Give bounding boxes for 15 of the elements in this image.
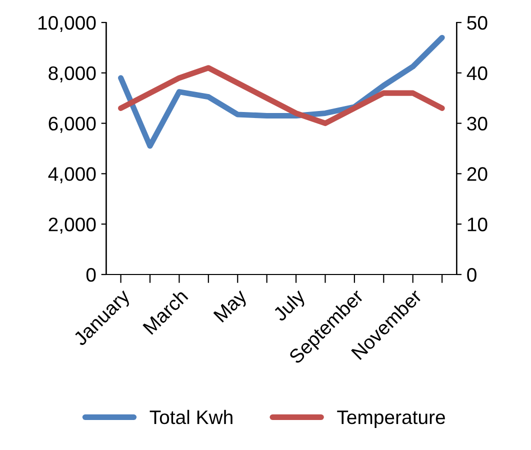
y-tick-label: 2,000 bbox=[48, 218, 96, 234]
y2-tick-label: 20 bbox=[467, 167, 488, 181]
y-tick-label: 4,000 bbox=[48, 167, 96, 184]
legend-label: Total Kwh bbox=[150, 410, 232, 424]
y-tick-label: 8,000 bbox=[48, 66, 96, 82]
y-tick-label: 10,000 bbox=[38, 16, 96, 32]
y2-tick-label: 30 bbox=[467, 116, 488, 131]
y2-tick-label: 10 bbox=[468, 218, 488, 232]
legend-label: Temperature bbox=[337, 410, 445, 428]
y-tick-label: 0 bbox=[86, 268, 96, 282]
y-tick-label: 6,000 bbox=[48, 116, 96, 133]
x-tick-label: May bbox=[213, 288, 250, 326]
y2-tick-label: 50 bbox=[467, 16, 488, 30]
y2-tick-label: 0 bbox=[467, 268, 476, 282]
y2-tick-label: 40 bbox=[466, 66, 488, 80]
